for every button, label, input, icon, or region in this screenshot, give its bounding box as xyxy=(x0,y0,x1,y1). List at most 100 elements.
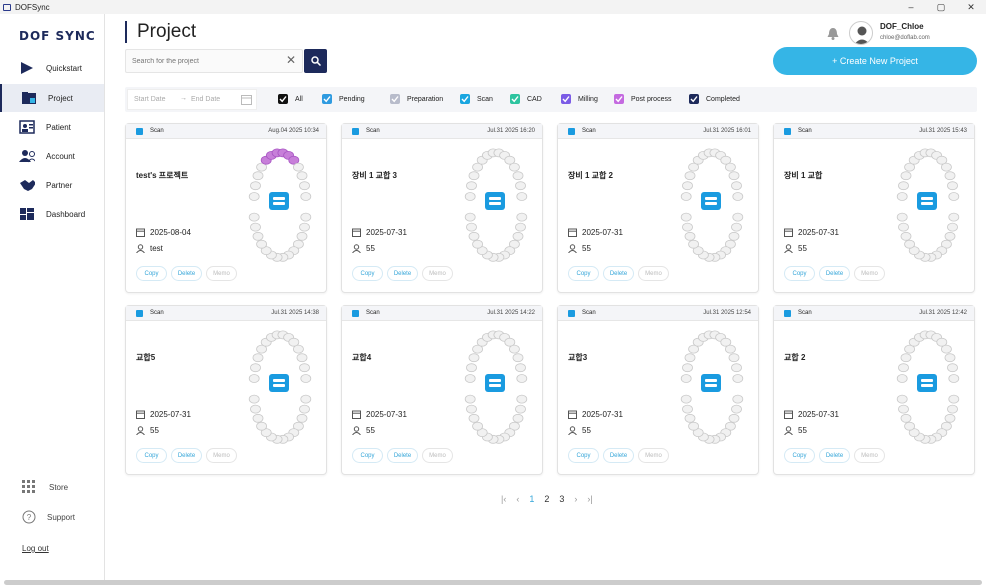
filter-scan-checkbox[interactable]: Scan xyxy=(460,94,493,104)
sidebar-item-support[interactable]: ? Support xyxy=(0,507,104,527)
card-timestamp: Jul.31 2025 16:20 xyxy=(487,128,535,134)
memo-button[interactable]: Memo xyxy=(638,266,669,281)
calendar-icon[interactable] xyxy=(241,94,252,107)
filter-label: Pending xyxy=(339,95,365,103)
project-card[interactable]: Scan Jul.31 2025 14:38 교합5 2025-07-31 55 Copy… xyxy=(125,305,327,475)
copy-button[interactable]: Copy xyxy=(136,448,167,463)
project-date: 2025-07-31 xyxy=(352,228,407,237)
project-owner: 55 xyxy=(136,426,159,435)
page-2-button[interactable]: 2 xyxy=(544,494,550,504)
filter-cad-checkbox[interactable]: CAD xyxy=(510,94,542,104)
memo-button[interactable]: Memo xyxy=(854,448,885,463)
search-input[interactable] xyxy=(132,54,272,68)
delete-button[interactable]: Delete xyxy=(603,448,634,463)
delete-button[interactable]: Delete xyxy=(387,266,418,281)
logout-link[interactable]: Log out xyxy=(22,544,49,553)
copy-button[interactable]: Copy xyxy=(352,448,383,463)
delete-button[interactable]: Delete xyxy=(171,266,202,281)
delete-button[interactable]: Delete xyxy=(819,266,850,281)
close-window-button[interactable]: ✕ xyxy=(967,2,975,12)
user-icon xyxy=(784,426,793,435)
project-owner: 55 xyxy=(568,244,591,253)
delete-button[interactable]: Delete xyxy=(819,448,850,463)
memo-button[interactable]: Memo xyxy=(422,266,453,281)
filter-pending-checkbox[interactable]: Pending xyxy=(322,94,365,104)
clear-search-icon[interactable]: ✕ xyxy=(285,53,296,67)
sidebar-item-dashboard[interactable]: Dashboard xyxy=(0,200,104,228)
project-date: 2025-07-31 xyxy=(568,410,623,419)
delete-button[interactable]: Delete xyxy=(603,266,634,281)
filter-post-process-checkbox[interactable]: Post process xyxy=(614,94,671,104)
memo-button[interactable]: Memo xyxy=(422,448,453,463)
prev-page-button[interactable]: ‹ xyxy=(516,494,520,504)
filter-label: Completed xyxy=(706,95,740,103)
user-icon xyxy=(136,244,145,253)
dental-arch-icon xyxy=(680,140,744,269)
dofsync-logo: DOF SYNC xyxy=(19,29,96,43)
maximize-button[interactable]: ▢ xyxy=(936,2,946,12)
horizontal-scrollbar[interactable] xyxy=(4,580,982,585)
scan-status-icon xyxy=(136,128,143,135)
project-name: 장비 1 교합 3 xyxy=(352,171,398,180)
filter-milling-checkbox[interactable]: Milling xyxy=(561,94,598,104)
project-owner-value: 55 xyxy=(366,426,375,435)
card-timestamp: Jul.31 2025 15:43 xyxy=(919,128,967,134)
create-new-project-button[interactable]: + Create New Project xyxy=(773,47,977,75)
memo-button[interactable]: Memo xyxy=(206,266,237,281)
start-date-field[interactable]: Start Date xyxy=(134,96,166,103)
first-page-button[interactable]: |‹ xyxy=(501,494,507,504)
search-button[interactable] xyxy=(304,49,327,73)
card-header: Scan Jul.31 2025 12:54 xyxy=(558,306,758,321)
project-card[interactable]: Scan Jul.31 2025 14:22 교합4 2025-07-31 55 Copy… xyxy=(341,305,543,475)
sidebar-item-account[interactable]: Account xyxy=(0,142,104,170)
sidebar-item-project[interactable]: Project xyxy=(0,84,104,112)
delete-button[interactable]: Delete xyxy=(387,448,418,463)
sidebar-item-quickstart[interactable]: Quickstart xyxy=(0,54,104,82)
date-range-picker[interactable]: Start Date → End Date xyxy=(127,89,257,110)
copy-button[interactable]: Copy xyxy=(784,448,815,463)
delete-button[interactable]: Delete xyxy=(171,448,202,463)
sidebar-item-patient[interactable]: Patient xyxy=(0,113,104,141)
card-header: Scan Jul.31 2025 16:01 xyxy=(558,124,758,139)
user-icon xyxy=(784,244,793,253)
pagination: |‹ ‹ 1 2 3 › ›| xyxy=(496,494,598,504)
card-timestamp: Aug.04 2025 10:34 xyxy=(268,128,319,134)
end-date-field[interactable]: End Date xyxy=(191,96,221,103)
filter-label: Milling xyxy=(578,95,598,103)
memo-button[interactable]: Memo xyxy=(638,448,669,463)
calendar-icon xyxy=(568,228,577,237)
copy-button[interactable]: Copy xyxy=(784,266,815,281)
project-card[interactable]: Scan Jul.31 2025 16:20 장비 1 교합 3 2025-07-31… xyxy=(341,123,543,293)
sidebar-item-store[interactable]: Store xyxy=(0,477,104,497)
project-card[interactable]: Scan Jul.31 2025 12:54 교합3 2025-07-31 55 Copy… xyxy=(557,305,759,475)
card-status: Scan xyxy=(582,128,596,134)
memo-button[interactable]: Memo xyxy=(206,448,237,463)
page-1-button[interactable]: 1 xyxy=(529,494,535,504)
copy-button[interactable]: Copy xyxy=(352,266,383,281)
memo-button[interactable]: Memo xyxy=(854,266,885,281)
minimize-button[interactable]: – xyxy=(908,2,914,12)
filter-preparation-checkbox[interactable]: Preparation xyxy=(390,94,443,104)
filter-all-checkbox[interactable]: All xyxy=(278,94,303,104)
checkbox-checked-icon xyxy=(460,94,470,104)
next-page-button[interactable]: › xyxy=(574,494,578,504)
last-page-button[interactable]: ›| xyxy=(587,494,593,504)
page-3-button[interactable]: 3 xyxy=(559,494,565,504)
copy-button[interactable]: Copy xyxy=(568,266,599,281)
project-date: 2025-07-31 xyxy=(784,228,839,237)
project-card[interactable]: Scan Jul.31 2025 12:42 교합 2 2025-07-31 55 Cop… xyxy=(773,305,975,475)
copy-button[interactable]: Copy xyxy=(136,266,167,281)
checkbox-checked-icon xyxy=(278,94,288,104)
checkbox-checked-icon xyxy=(390,94,400,104)
dental-arch-icon xyxy=(896,140,960,269)
project-date-value: 2025-07-31 xyxy=(582,410,623,419)
copy-button[interactable]: Copy xyxy=(568,448,599,463)
bell-icon[interactable] xyxy=(827,27,839,45)
user-icon xyxy=(136,426,145,435)
sidebar-item-partner[interactable]: Partner xyxy=(0,171,104,199)
project-card[interactable]: Scan Jul.31 2025 15:43 장비 1 교합 2025-07-31 55… xyxy=(773,123,975,293)
project-card[interactable]: Scan Jul.31 2025 16:01 장비 1 교합 2 2025-07-31… xyxy=(557,123,759,293)
avatar[interactable] xyxy=(849,21,873,45)
filter-completed-checkbox[interactable]: Completed xyxy=(689,94,740,104)
project-card[interactable]: Scan Aug.04 2025 10:34 test's 프로젝트 2025-08-… xyxy=(125,123,327,293)
